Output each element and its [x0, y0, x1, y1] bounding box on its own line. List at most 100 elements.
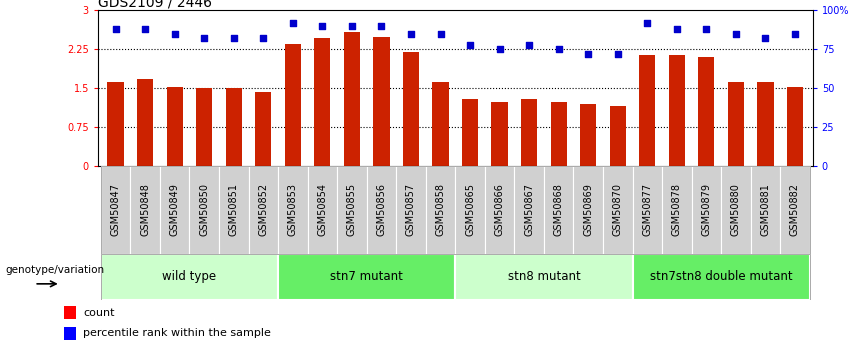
Point	[227, 36, 241, 41]
Bar	[278, 166, 307, 254]
Bar	[278, 254, 455, 300]
Bar	[492, 102, 508, 166]
Text: GSM50867: GSM50867	[524, 183, 534, 236]
Point	[700, 26, 713, 32]
Bar	[514, 166, 544, 254]
Bar	[485, 166, 514, 254]
Point	[729, 31, 743, 37]
Bar	[130, 166, 160, 254]
Bar	[632, 254, 810, 300]
Point	[374, 23, 388, 29]
Text: GSM50856: GSM50856	[376, 183, 386, 236]
Point	[670, 26, 683, 32]
Bar	[521, 99, 537, 166]
Text: GSM50853: GSM50853	[288, 183, 298, 236]
Point	[551, 47, 565, 52]
Bar	[160, 166, 190, 254]
Point	[197, 36, 211, 41]
Bar	[580, 104, 597, 166]
Point	[523, 42, 536, 47]
Text: stn8 mutant: stn8 mutant	[507, 270, 580, 283]
Point	[256, 36, 270, 41]
Point	[611, 51, 625, 57]
Bar	[721, 166, 751, 254]
Text: GSM50850: GSM50850	[199, 183, 209, 236]
Bar	[692, 166, 721, 254]
Point	[346, 23, 359, 29]
Point	[758, 36, 772, 41]
Bar	[455, 166, 485, 254]
Bar	[137, 79, 153, 166]
Bar	[639, 56, 655, 166]
Point	[139, 26, 152, 32]
Bar	[255, 92, 271, 166]
Bar	[344, 32, 360, 166]
Text: GSM50857: GSM50857	[406, 183, 416, 236]
Bar	[455, 254, 632, 300]
Text: stn7 mutant: stn7 mutant	[330, 270, 403, 283]
Text: GSM50849: GSM50849	[169, 183, 180, 236]
Bar	[167, 87, 183, 166]
Text: GSM50882: GSM50882	[790, 183, 800, 236]
Bar	[609, 106, 625, 166]
Bar	[64, 306, 76, 319]
Text: GSM50870: GSM50870	[613, 183, 623, 236]
Bar	[314, 38, 330, 166]
Point	[493, 47, 506, 52]
Bar	[100, 254, 278, 300]
Text: GDS2109 / 2446: GDS2109 / 2446	[98, 0, 212, 9]
Text: GSM50869: GSM50869	[583, 183, 593, 236]
Text: GSM50851: GSM50851	[229, 183, 239, 236]
Text: GSM50879: GSM50879	[701, 183, 711, 236]
Text: GSM50868: GSM50868	[554, 183, 563, 236]
Text: GSM50855: GSM50855	[347, 183, 357, 236]
Text: GSM50877: GSM50877	[643, 183, 652, 236]
Bar	[248, 166, 278, 254]
Bar	[462, 99, 478, 166]
Text: GSM50865: GSM50865	[465, 183, 475, 236]
Text: GSM50847: GSM50847	[111, 183, 121, 236]
Bar	[100, 166, 130, 254]
Point	[286, 20, 300, 26]
Bar	[196, 88, 213, 166]
Text: percentile rank within the sample: percentile rank within the sample	[83, 328, 271, 338]
Text: GSM50878: GSM50878	[671, 183, 682, 236]
Text: stn7stn8 double mutant: stn7stn8 double mutant	[650, 270, 792, 283]
Bar	[64, 327, 76, 339]
Bar	[632, 166, 662, 254]
Bar	[403, 52, 419, 166]
Bar	[551, 102, 567, 166]
Point	[581, 51, 595, 57]
Bar	[397, 166, 426, 254]
Bar	[574, 166, 603, 254]
Bar	[728, 82, 744, 166]
Point	[788, 31, 802, 37]
Text: GSM50881: GSM50881	[761, 183, 770, 236]
Bar	[190, 166, 219, 254]
Bar	[285, 44, 301, 166]
Bar	[757, 82, 774, 166]
Bar	[337, 166, 367, 254]
Bar	[432, 82, 448, 166]
Bar	[698, 57, 715, 166]
Point	[434, 31, 448, 37]
Text: GSM50880: GSM50880	[731, 183, 741, 236]
Bar	[307, 166, 337, 254]
Bar	[426, 166, 455, 254]
Bar	[751, 166, 780, 254]
Point	[641, 20, 654, 26]
Text: genotype/variation: genotype/variation	[5, 265, 104, 275]
Point	[109, 26, 123, 32]
Point	[463, 42, 477, 47]
Bar	[787, 87, 803, 166]
Bar	[367, 166, 397, 254]
Bar	[107, 82, 123, 166]
Point	[404, 31, 418, 37]
Bar	[374, 37, 390, 166]
Text: count: count	[83, 308, 115, 318]
Text: GSM50852: GSM50852	[259, 183, 268, 236]
Bar	[662, 166, 692, 254]
Text: GSM50854: GSM50854	[317, 183, 328, 236]
Point	[168, 31, 181, 37]
Bar	[669, 56, 685, 166]
